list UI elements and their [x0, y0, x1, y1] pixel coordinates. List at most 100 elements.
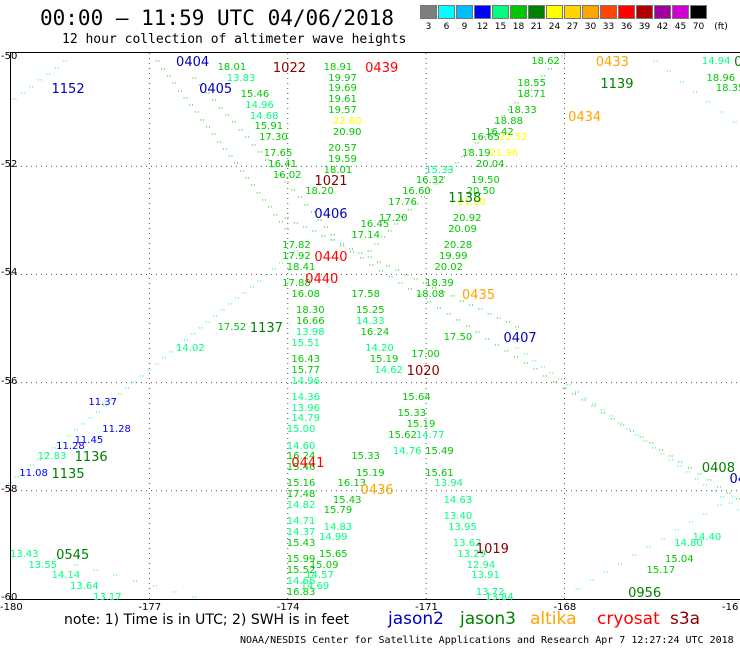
legend-swatch — [510, 5, 527, 19]
track-point: ·· — [378, 266, 384, 277]
track-point: ·· — [677, 457, 684, 468]
pass-time-label: 0408 — [701, 461, 735, 477]
track-point: ·· — [28, 82, 35, 93]
track-point: ·· — [693, 474, 700, 485]
track-point: ·· — [658, 445, 664, 456]
wave-height-reading: 13.64 — [69, 581, 99, 593]
track-point: ·· — [710, 487, 717, 497]
wave-height-reading: 18.08 — [415, 289, 445, 301]
track-point: ·· — [131, 377, 138, 388]
track-point: ·· — [651, 443, 657, 454]
legend-label: 70 — [692, 22, 705, 32]
track-point: ·· — [160, 64, 166, 75]
track-point: ·· — [716, 501, 723, 512]
longitude-tick-label: -16 — [722, 602, 739, 613]
legend-swatch — [600, 5, 617, 19]
track-point: ·· — [445, 309, 452, 320]
track-point: ·· — [520, 92, 527, 103]
track-point: ·· — [151, 582, 158, 593]
track-point: ·· — [400, 213, 406, 224]
track-point: ·· — [366, 253, 373, 264]
pass-time-label: 0956 — [628, 585, 662, 601]
track-point: ·· — [216, 137, 223, 148]
legend-label: 45 — [674, 22, 687, 32]
track-point: ·· — [266, 203, 273, 214]
track-point: ·· — [468, 300, 474, 311]
pass-time-label: 0433 — [595, 55, 629, 71]
wave-height-reading: 15.33 — [397, 408, 427, 420]
wave-height-reading: 18.01 — [217, 61, 247, 73]
wave-height-reading: 14.37 — [286, 527, 316, 539]
track-point: ·· — [270, 264, 277, 275]
track-point: ·· — [231, 118, 237, 129]
wave-height-reading: 13.98 — [295, 326, 325, 338]
track-point: ·· — [449, 292, 456, 303]
wave-height-reading: 15.33 — [425, 164, 454, 176]
track-point: ·· — [250, 181, 256, 192]
wave-height-reading: 14.60 — [286, 440, 316, 452]
legend-swatch — [456, 5, 473, 19]
wave-height-reading: 14.94 — [701, 56, 731, 68]
track-point: ·· — [679, 77, 685, 88]
track-point: ·· — [43, 449, 50, 460]
wave-height-reading: 17.92 — [282, 251, 311, 263]
track-point: ·· — [540, 362, 546, 373]
track-point: ·· — [112, 571, 119, 582]
track-point: ·· — [446, 166, 453, 177]
track-point: ·· — [565, 381, 572, 392]
track-point: ·· — [204, 88, 211, 99]
track-point: ·· — [591, 400, 597, 411]
track-point: ·· — [21, 467, 28, 478]
track-point: ·· — [412, 274, 419, 285]
track-point: ·· — [329, 230, 336, 241]
track-point: ·· — [580, 396, 587, 407]
track-point: ·· — [53, 63, 60, 74]
wave-height-reading: 13.55 — [28, 559, 58, 571]
track-point: ·· — [407, 285, 413, 296]
legend-label: 27 — [566, 22, 579, 32]
wave-height-reading: 18.96 — [706, 72, 736, 84]
track-point: ·· — [474, 328, 481, 339]
satellite-legend-entry: jason3 — [460, 609, 516, 629]
track-point: ·· — [190, 330, 197, 341]
track-point: ·· — [705, 97, 712, 108]
wave-height-reading: 14.68 — [249, 110, 279, 122]
track-point: ·· — [124, 383, 131, 394]
track-point: ·· — [731, 117, 738, 128]
wave-height-reading: 17.00 — [411, 348, 440, 360]
pass-time-label: 1152 — [51, 82, 85, 98]
pass-time-label: 0434 — [568, 109, 602, 125]
track-point: ·· — [505, 318, 511, 329]
pass-time-label: 0441 — [291, 455, 325, 471]
track-point: ·· — [146, 366, 153, 377]
pass-time-label: 0440 — [305, 271, 339, 287]
track-point: ·· — [182, 93, 189, 104]
track-point: ·· — [736, 505, 740, 516]
legend-swatch — [546, 5, 563, 19]
track-point: ·· — [7, 479, 13, 490]
track-point: ·· — [132, 576, 138, 587]
wave-height-reading: 19.59 — [328, 153, 357, 165]
latitude-tick-label: -50 — [1, 51, 18, 62]
wave-height-reading: 16.42 — [485, 126, 514, 138]
track-point: ·· — [648, 439, 655, 450]
legend-swatch — [438, 5, 455, 19]
wave-height-reading: 19.50 — [471, 175, 500, 187]
wave-height-reading: 13.62 — [452, 537, 482, 549]
pass-time-label: 040 — [729, 471, 740, 487]
wave-height-reading: 13.83 — [226, 72, 256, 84]
wave-height-reading: 15.33 — [351, 451, 380, 463]
track-point: ·· — [102, 401, 109, 412]
track-point: ·· — [171, 79, 178, 90]
pass-time-label: 0405 — [199, 82, 233, 98]
track-point: ·· — [72, 560, 79, 571]
track-point: ·· — [310, 208, 316, 219]
wave-height-reading: 14.63 — [443, 494, 473, 506]
track-point: ·· — [323, 223, 330, 234]
track-point: ·· — [237, 125, 244, 136]
wave-height-reading: 15.19 — [369, 353, 399, 365]
wave-height-reading: 15.04 — [664, 554, 694, 566]
track-point: ·· — [244, 174, 251, 185]
track-point: ·· — [608, 412, 615, 423]
